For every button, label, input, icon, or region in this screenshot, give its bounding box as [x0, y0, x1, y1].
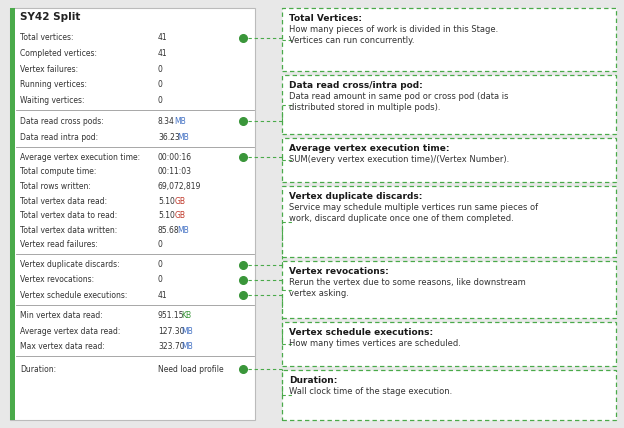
- Text: 41: 41: [158, 291, 168, 300]
- Text: 5.10: 5.10: [158, 211, 175, 220]
- Text: 8.34: 8.34: [158, 116, 175, 125]
- FancyBboxPatch shape: [282, 322, 616, 366]
- FancyBboxPatch shape: [282, 75, 616, 134]
- Text: 0: 0: [158, 80, 163, 89]
- Text: MB: MB: [177, 226, 189, 235]
- Text: 951.15: 951.15: [158, 311, 185, 320]
- Text: distributed stored in multiple pods).: distributed stored in multiple pods).: [289, 103, 441, 112]
- Text: Waiting vertices:: Waiting vertices:: [20, 96, 84, 105]
- Text: 323.70: 323.70: [158, 342, 185, 351]
- Text: 36.23: 36.23: [158, 133, 180, 142]
- Text: Wall clock time of the stage execution.: Wall clock time of the stage execution.: [289, 387, 452, 396]
- Text: MB: MB: [181, 342, 193, 351]
- Text: work, discard duplicate once one of them completed.: work, discard duplicate once one of them…: [289, 214, 514, 223]
- Text: Need load profile: Need load profile: [158, 365, 223, 374]
- Text: Data read cross/intra pod:: Data read cross/intra pod:: [289, 81, 422, 90]
- Text: Average vertex execution time:: Average vertex execution time:: [289, 144, 449, 153]
- Text: SUM(every vertex execution time)/(Vertex Number).: SUM(every vertex execution time)/(Vertex…: [289, 155, 509, 164]
- Text: Average vertex data read:: Average vertex data read:: [20, 327, 120, 336]
- Text: Vertex duplicate discards:: Vertex duplicate discards:: [289, 192, 422, 201]
- Text: Total vertices:: Total vertices:: [20, 33, 74, 42]
- Text: Data read intra pod:: Data read intra pod:: [20, 133, 98, 142]
- FancyBboxPatch shape: [282, 8, 616, 71]
- Text: Total rows written:: Total rows written:: [20, 182, 91, 191]
- Text: 0: 0: [158, 65, 163, 74]
- Text: Running vertices:: Running vertices:: [20, 80, 87, 89]
- Text: MB: MB: [181, 327, 193, 336]
- Text: GB: GB: [174, 196, 185, 205]
- Text: Rerun the vertex due to some reasons, like downstream: Rerun the vertex due to some reasons, li…: [289, 278, 526, 287]
- Text: Service may schedule multiple vertices run same pieces of: Service may schedule multiple vertices r…: [289, 203, 538, 212]
- Text: Vertex read failures:: Vertex read failures:: [20, 240, 98, 249]
- Text: 0: 0: [158, 96, 163, 105]
- Text: Vertex failures:: Vertex failures:: [20, 65, 78, 74]
- FancyBboxPatch shape: [10, 8, 15, 420]
- Text: KB: KB: [181, 311, 191, 320]
- Text: How many times vertices are scheduled.: How many times vertices are scheduled.: [289, 339, 461, 348]
- Text: Average vertex execution time:: Average vertex execution time:: [20, 153, 140, 162]
- Text: 85.68: 85.68: [158, 226, 180, 235]
- Text: MB: MB: [177, 133, 189, 142]
- Text: Total vertex data written:: Total vertex data written:: [20, 226, 117, 235]
- Text: vertex asking.: vertex asking.: [289, 289, 349, 298]
- FancyBboxPatch shape: [282, 261, 616, 318]
- Text: Total vertex data to read:: Total vertex data to read:: [20, 211, 117, 220]
- Text: 5.10: 5.10: [158, 196, 175, 205]
- FancyBboxPatch shape: [282, 370, 616, 420]
- Text: How many pieces of work is divided in this Stage.: How many pieces of work is divided in th…: [289, 25, 498, 34]
- Text: Vertex revocations:: Vertex revocations:: [289, 267, 389, 276]
- Text: 00:11:03: 00:11:03: [158, 167, 192, 176]
- Text: 00:00:16: 00:00:16: [158, 153, 192, 162]
- Text: 0: 0: [158, 260, 163, 269]
- Text: Vertices can run concurrently.: Vertices can run concurrently.: [289, 36, 414, 45]
- Text: Max vertex data read:: Max vertex data read:: [20, 342, 105, 351]
- Text: Data read cross pods:: Data read cross pods:: [20, 116, 104, 125]
- Text: Completed vertices:: Completed vertices:: [20, 49, 97, 58]
- Text: 0: 0: [158, 240, 163, 249]
- Text: 41: 41: [158, 49, 168, 58]
- Text: 127.30: 127.30: [158, 327, 185, 336]
- FancyBboxPatch shape: [282, 138, 616, 182]
- Text: Total vertex data read:: Total vertex data read:: [20, 196, 107, 205]
- Text: Total Vertices:: Total Vertices:: [289, 14, 362, 23]
- Text: GB: GB: [174, 211, 185, 220]
- Text: Duration:: Duration:: [20, 365, 56, 374]
- FancyBboxPatch shape: [10, 8, 255, 420]
- Text: Total compute time:: Total compute time:: [20, 167, 96, 176]
- Text: 69,072,819: 69,072,819: [158, 182, 202, 191]
- Text: Min vertex data read:: Min vertex data read:: [20, 311, 103, 320]
- Text: Vertex schedule executions:: Vertex schedule executions:: [289, 328, 433, 337]
- Text: Vertex duplicate discards:: Vertex duplicate discards:: [20, 260, 120, 269]
- Text: Data read amount in same pod or cross pod (data is: Data read amount in same pod or cross po…: [289, 92, 509, 101]
- Text: SY42 Split: SY42 Split: [20, 12, 80, 22]
- Text: Duration:: Duration:: [289, 376, 338, 385]
- Text: Vertex revocations:: Vertex revocations:: [20, 276, 94, 285]
- Text: 0: 0: [158, 276, 163, 285]
- Text: 41: 41: [158, 33, 168, 42]
- Text: Vertex schedule executions:: Vertex schedule executions:: [20, 291, 127, 300]
- FancyBboxPatch shape: [282, 186, 616, 257]
- Text: MB: MB: [174, 116, 186, 125]
